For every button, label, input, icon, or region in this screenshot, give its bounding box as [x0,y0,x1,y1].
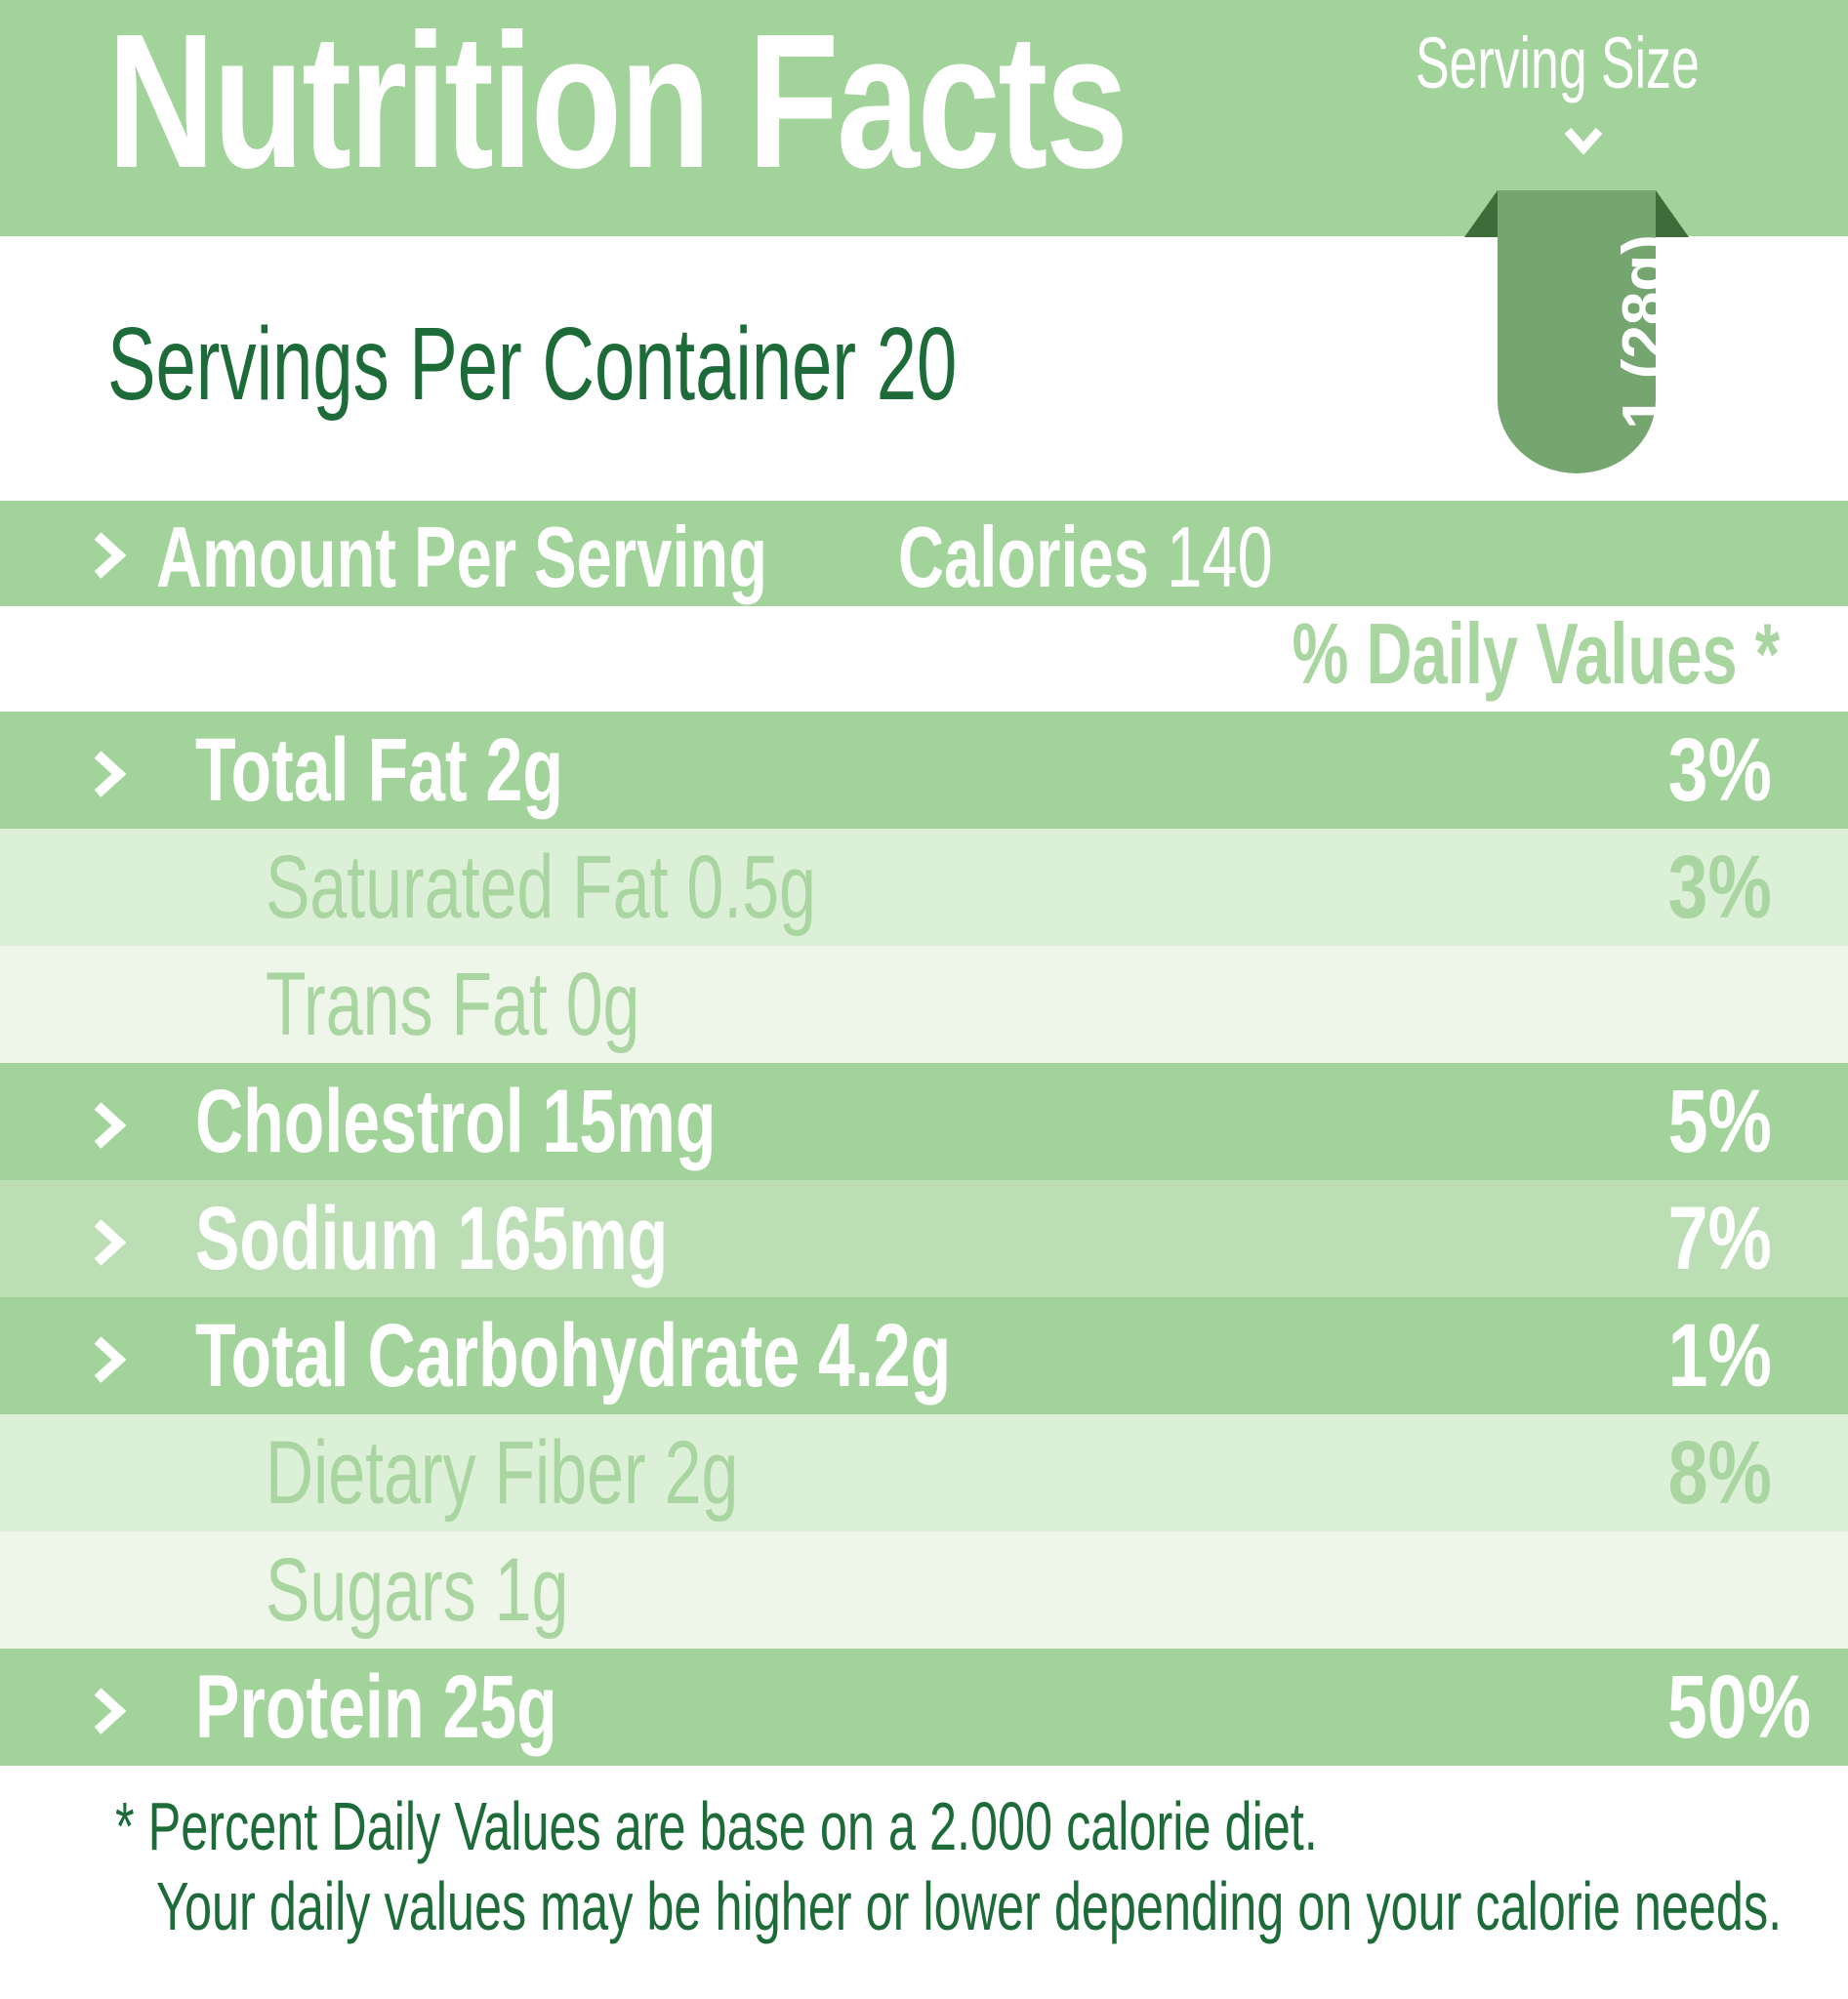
nutrient-row-dietary-fiber: Dietary Fiber 2g 8% [0,1414,1848,1531]
nutrient-row-total-carbohydrate: Total Carbohydrate 4.2g 1% [0,1297,1848,1414]
chevron-down-icon [1564,128,1603,155]
chevron-right-icon [94,1688,127,1734]
nutrient-percent: 1% [1667,1306,1772,1406]
amount-band: Amount Per Serving Calories 140 [0,501,1848,606]
chevron-right-icon [94,1102,127,1149]
nutrient-row-sugars: Sugars 1g [0,1531,1848,1649]
nutrient-label: Sugars 1g [266,1540,569,1640]
chevron-right-icon [94,1219,127,1266]
calories-label: Calories [898,509,1149,605]
chevron-right-icon [94,1336,127,1383]
footnote-line-1: * Percent Daily Values are base on a 2.0… [115,1788,1318,1864]
nutrient-label: Cholestrol 15mg [195,1072,717,1171]
nutrient-label: Total Carbohydrate 4.2g [195,1306,952,1406]
nutrient-row-trans-fat: Trans Fat 0g [0,946,1848,1063]
nutrient-row-protein: Protein 25g 50% [0,1649,1848,1766]
nutrient-percent: 50% [1666,1657,1811,1757]
amount-per-serving-label: Amount Per Serving [156,509,767,605]
nutrient-label: Sodium 165mg [195,1189,669,1288]
nutrient-label: Trans Fat 0g [266,955,640,1054]
serving-size-label: Serving Size [1416,22,1700,103]
calories-value: 140 [1167,509,1273,605]
nutrient-percent: 7% [1667,1189,1772,1288]
nutrient-label: Dietary Fiber 2g [266,1423,739,1523]
nutrient-row-total-fat: Total Fat 2g 3% [0,712,1848,829]
footnote-line-2: Your daily values may be higher or lower… [156,1868,1783,1944]
chevron-right-icon [94,532,127,579]
nutrient-percent: 5% [1667,1072,1772,1171]
nutrient-percent: 3% [1667,720,1772,820]
nutrient-row-saturated-fat: Saturated Fat 0.5g 3% [0,829,1848,946]
nutrient-label: Total Fat 2g [195,720,563,820]
nutrient-percent: 8% [1667,1423,1772,1523]
calories: Calories 140 [898,514,1273,600]
nutrient-percent: 3% [1667,837,1772,937]
servings-per-container: Servings Per Container 20 [107,306,958,422]
page-title: Nutrition Facts [107,0,1129,208]
serving-size-value: 1 (28g) [1611,234,1678,429]
title-band: Nutrition Facts Serving Size [0,0,1848,236]
daily-values-header: % Daily Values * [1292,605,1780,702]
nutrient-label: Protein 25g [195,1657,557,1757]
nutrient-row-sodium: Sodium 165mg 7% [0,1180,1848,1297]
chevron-right-icon [94,751,127,797]
nutrient-row-cholesterol: Cholestrol 15mg 5% [0,1063,1848,1180]
nutrient-label: Saturated Fat 0.5g [266,837,816,937]
serving-size-ribbon [1464,190,1689,473]
